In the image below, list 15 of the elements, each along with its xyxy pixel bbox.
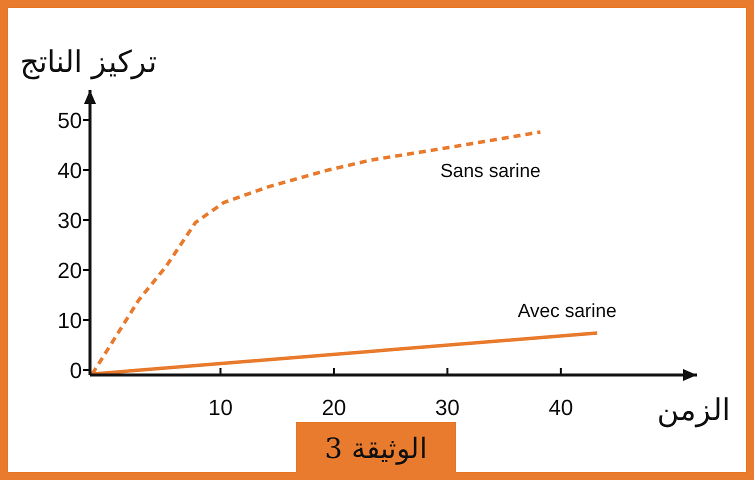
x-tick-label: 20 (322, 395, 346, 420)
text: الوثيقة 3 (324, 432, 428, 465)
x-tick-label: 40 (548, 395, 574, 420)
y-tick-label: 40 (58, 158, 82, 183)
y-tick-label: 50 (58, 108, 82, 133)
series-label: Avec sarine (518, 301, 617, 322)
series-label: Sans sarine (440, 161, 541, 182)
y-tick-label: 30 (58, 208, 82, 233)
y-tick-label: 20 (58, 258, 82, 283)
x-axis-title: الزمن (657, 393, 730, 428)
y-tick-label: 10 (58, 308, 82, 333)
x-tick-label: 30 (435, 395, 460, 420)
y-tick-label: 0 (70, 358, 82, 383)
y-axis-title: تركيز الناتج (20, 45, 157, 80)
x-tick-label: 10 (208, 395, 233, 420)
